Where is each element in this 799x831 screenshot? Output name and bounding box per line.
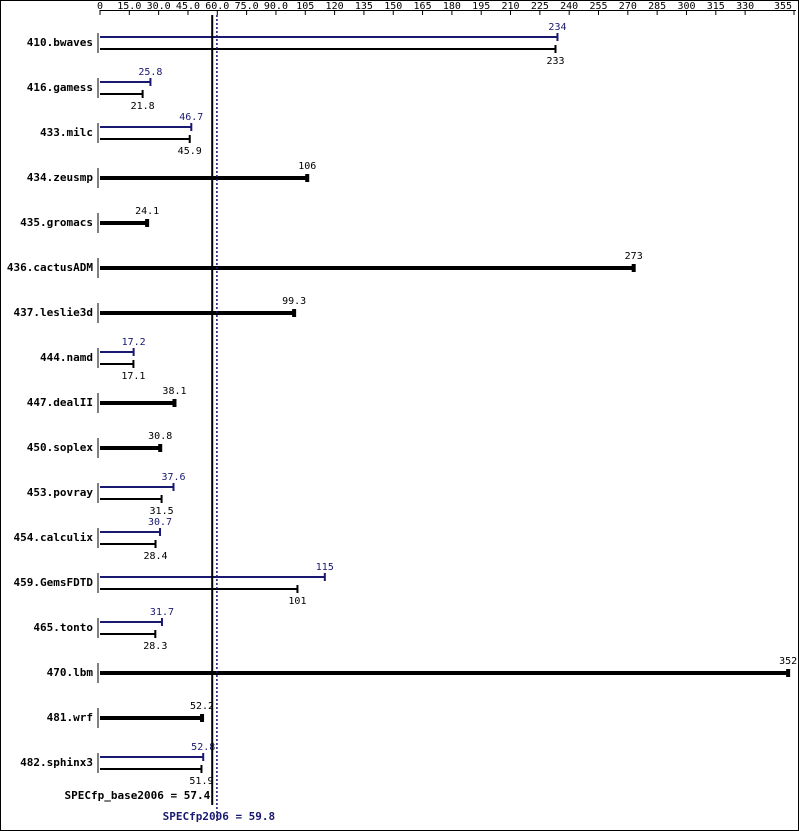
bar xyxy=(100,618,163,626)
x-tick-label: 285 xyxy=(648,1,666,12)
category-label: 436.cactusADM xyxy=(7,261,93,274)
bar xyxy=(100,309,297,317)
value-label: 52.8 xyxy=(191,742,215,753)
x-tick-label: 150 xyxy=(384,1,402,12)
value-label: 99.3 xyxy=(282,296,306,307)
category-label: 465.tonto xyxy=(33,621,93,634)
category-label: 434.zeusmp xyxy=(27,171,94,184)
bar xyxy=(100,585,299,593)
value-label: 28.4 xyxy=(143,551,167,562)
value-label: 233 xyxy=(546,56,564,67)
x-tick-label: 135 xyxy=(355,1,373,12)
reference-label: SPECfp_base2006 = 57.4 xyxy=(65,789,211,802)
category-label: 459.GemsFDTD xyxy=(14,576,94,589)
category-label: 470.lbm xyxy=(47,666,94,679)
x-tick-label: 355 xyxy=(774,1,792,12)
x-tick-label: 180 xyxy=(443,1,461,12)
value-label: 25.8 xyxy=(138,67,162,78)
category-label: 481.wrf xyxy=(47,711,93,724)
value-label: 30.8 xyxy=(148,431,172,442)
category-label: 453.povray xyxy=(27,486,94,499)
value-label: 24.1 xyxy=(135,206,159,217)
value-label: 51.9 xyxy=(189,776,213,787)
value-label: 115 xyxy=(316,562,334,573)
bar xyxy=(100,219,150,227)
x-tick-label: 90.0 xyxy=(264,1,288,12)
category-label: 437.leslie3d xyxy=(14,306,93,319)
bar xyxy=(100,753,205,761)
x-tick-label: 30.0 xyxy=(147,1,171,12)
x-tick-label: 45.0 xyxy=(176,1,200,12)
value-label: 37.6 xyxy=(161,472,185,483)
bar xyxy=(100,399,177,407)
bar xyxy=(100,528,162,536)
value-label: 28.3 xyxy=(143,641,167,652)
x-tick-label: 15.0 xyxy=(117,1,141,12)
bar xyxy=(100,174,310,182)
value-label: 45.9 xyxy=(178,146,202,157)
value-label: 38.1 xyxy=(162,386,186,397)
category-label: 454.calculix xyxy=(14,531,94,544)
bar xyxy=(100,765,203,773)
x-tick-label: 0 xyxy=(97,1,103,12)
value-label: 46.7 xyxy=(179,112,203,123)
value-label: 31.7 xyxy=(150,607,174,618)
x-tick-label: 105 xyxy=(296,1,314,12)
x-tick-label: 330 xyxy=(736,1,754,12)
x-tick-label: 240 xyxy=(560,1,578,12)
x-tick-label: 195 xyxy=(472,1,490,12)
category-label: 410.bwaves xyxy=(27,36,93,49)
category-label: 416.gamess xyxy=(27,81,93,94)
bar xyxy=(100,135,191,143)
x-tick-label: 75.0 xyxy=(235,1,259,12)
x-tick-label: 300 xyxy=(677,1,695,12)
category-label: 435.gromacs xyxy=(20,216,93,229)
x-tick-label: 165 xyxy=(414,1,432,12)
bar xyxy=(100,483,175,491)
bar xyxy=(100,540,157,548)
x-tick-label: 315 xyxy=(707,1,725,12)
x-tick-label: 270 xyxy=(619,1,637,12)
bar xyxy=(100,714,205,722)
value-label: 352 xyxy=(779,656,797,667)
category-label: 447.dealII xyxy=(27,396,93,409)
x-tick-label: 210 xyxy=(502,1,520,12)
value-label: 31.5 xyxy=(150,506,174,517)
category-label: 450.soplex xyxy=(27,441,94,454)
bar xyxy=(100,669,791,677)
category-label: 433.milc xyxy=(40,126,93,139)
category-label: 444.namd xyxy=(40,351,93,364)
value-label: 30.7 xyxy=(148,517,172,528)
bar xyxy=(100,495,163,503)
reference-label: SPECfp2006 = 59.8 xyxy=(163,810,276,823)
category-label: 482.sphinx3 xyxy=(20,756,93,769)
bar xyxy=(100,630,157,638)
x-tick-label: 60.0 xyxy=(205,1,229,12)
bar xyxy=(100,444,163,452)
value-label: 52.2 xyxy=(190,701,214,712)
x-tick-label: 255 xyxy=(589,1,607,12)
bar xyxy=(100,90,144,98)
value-label: 106 xyxy=(298,161,316,172)
bar xyxy=(100,264,636,272)
bar xyxy=(100,360,135,368)
value-label: 101 xyxy=(288,596,306,607)
value-label: 21.8 xyxy=(131,101,155,112)
value-label: 273 xyxy=(625,251,643,262)
bar xyxy=(100,123,193,131)
bar xyxy=(100,78,152,86)
value-label: 234 xyxy=(548,22,566,33)
x-tick-label: 225 xyxy=(531,1,549,12)
value-label: 17.1 xyxy=(121,371,145,382)
bar xyxy=(100,45,557,53)
x-tick-label: 120 xyxy=(326,1,344,12)
value-label: 17.2 xyxy=(122,337,146,348)
bar xyxy=(100,33,559,41)
bar xyxy=(100,348,135,356)
